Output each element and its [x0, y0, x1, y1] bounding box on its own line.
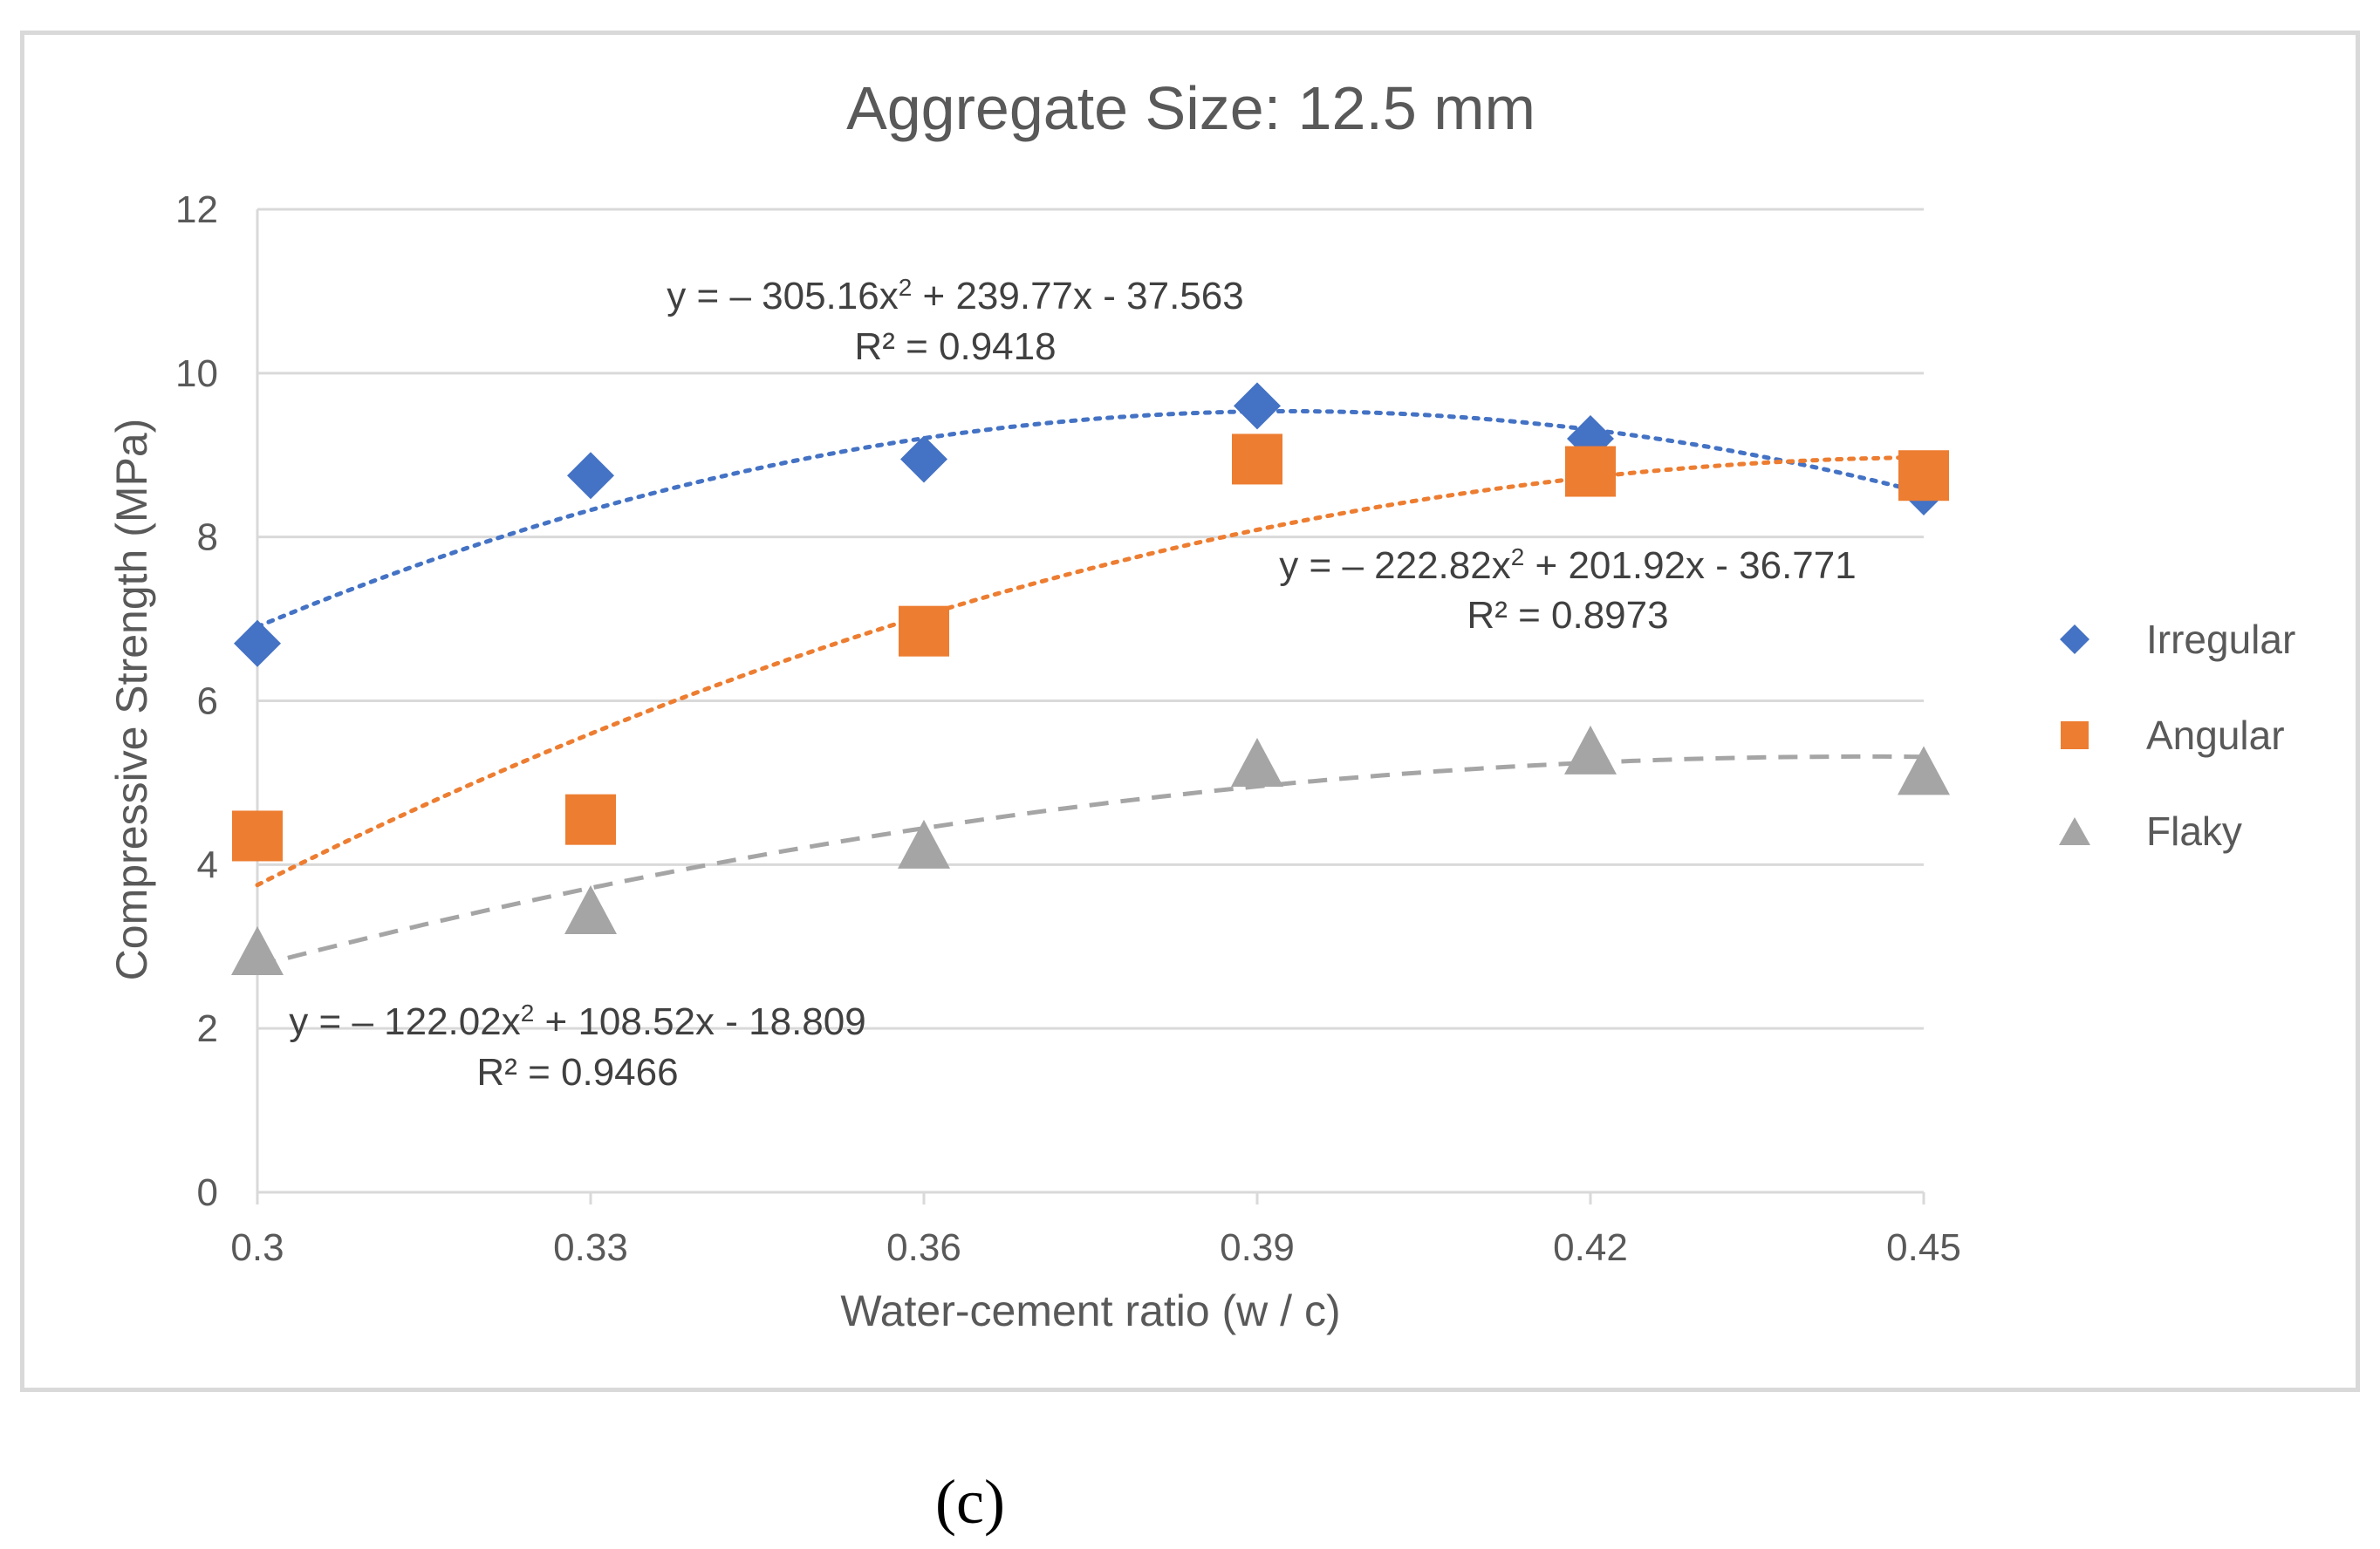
trendline-flaky — [256, 754, 1925, 968]
data-point-flaky-3 — [1231, 737, 1283, 787]
x-tick-label-5: 0.45 — [1886, 1226, 1961, 1269]
axes-layer — [256, 209, 1925, 1204]
data-point-angular-4 — [1565, 446, 1616, 497]
trendline-angular — [255, 454, 1926, 888]
grid-layer — [257, 208, 1924, 1030]
x-tick-label-1: 0.33 — [553, 1226, 628, 1269]
legend-marker-angular — [2061, 721, 2089, 749]
data-point-flaky-1 — [564, 884, 617, 934]
legend: Irregular Angular Flaky — [2059, 617, 2295, 854]
data-point-angular-5 — [1898, 450, 1949, 502]
data-point-irregular-2 — [900, 435, 947, 483]
x-tick-label-0: 0.3 — [230, 1226, 284, 1269]
y-tick-label-10: 10 — [175, 352, 218, 395]
y-tick-label-12: 12 — [175, 188, 218, 231]
y-tick-labels: 0 2 4 6 8 10 12 — [175, 188, 218, 1214]
data-point-flaky-0 — [231, 925, 284, 975]
trendline-equation-flaky: y = – 122.02x2 + 108.52x - 18.809 — [289, 1000, 865, 1044]
trendline-r-squared-irregular: R² = 0.9418 — [854, 325, 1056, 368]
legend-label-flaky: Flaky — [2146, 809, 2242, 854]
x-tick-label-3: 0.39 — [1220, 1226, 1295, 1269]
chart-title: Aggregate Size: 12.5 mm — [846, 74, 1535, 142]
trendline-r-squared-flaky: R² = 0.9466 — [476, 1051, 678, 1094]
y-tick-label-4: 4 — [197, 843, 218, 886]
trendline-equation-angular: y = – 222.82x2 + 201.92x - 36.771 — [1279, 543, 1856, 588]
x-axis-title: Water-cement ratio (w / c) — [840, 1286, 1340, 1335]
x-tick-labels: 0.3 0.33 0.36 0.39 0.42 0.45 — [230, 1226, 1960, 1269]
y-tick-label-8: 8 — [197, 516, 218, 559]
data-point-irregular-3 — [1234, 382, 1281, 430]
data-point-irregular-1 — [567, 452, 614, 500]
y-tick-label-6: 6 — [197, 680, 218, 723]
data-point-angular-1 — [565, 794, 616, 845]
legend-label-irregular: Irregular — [2146, 617, 2295, 662]
data-point-flaky-4 — [1564, 725, 1617, 774]
figure-caption: (c) — [935, 1467, 1005, 1537]
trendline-r-squared-angular: R² = 0.8973 — [1467, 594, 1668, 637]
y-tick-label-0: 0 — [197, 1171, 218, 1214]
x-tick-label-4: 0.42 — [1553, 1226, 1628, 1269]
trendline-irregular — [255, 409, 1926, 630]
trendlines — [255, 409, 1926, 968]
trendline-equations: y = – 305.16x2 + 239.77x - 37.563 R² = 0.… — [289, 274, 1856, 1095]
x-tick-label-2: 0.36 — [886, 1226, 961, 1269]
data-markers — [231, 382, 1950, 975]
y-axis-title: Compressive Strength (MPa) — [107, 419, 156, 981]
data-point-angular-3 — [1232, 433, 1282, 485]
data-point-angular-2 — [899, 605, 949, 657]
legend-marker-irregular — [2060, 624, 2089, 654]
legend-label-angular: Angular — [2146, 713, 2285, 758]
data-point-flaky-5 — [1898, 746, 1950, 795]
trendline-equation-irregular: y = – 305.16x2 + 239.77x - 37.563 — [667, 274, 1243, 318]
data-point-angular-0 — [232, 810, 283, 862]
chart-frame — [20, 31, 2360, 1392]
data-point-irregular-0 — [234, 619, 281, 667]
legend-marker-flaky — [2059, 817, 2090, 845]
y-tick-label-2: 2 — [197, 1007, 218, 1050]
data-point-flaky-2 — [898, 819, 950, 869]
